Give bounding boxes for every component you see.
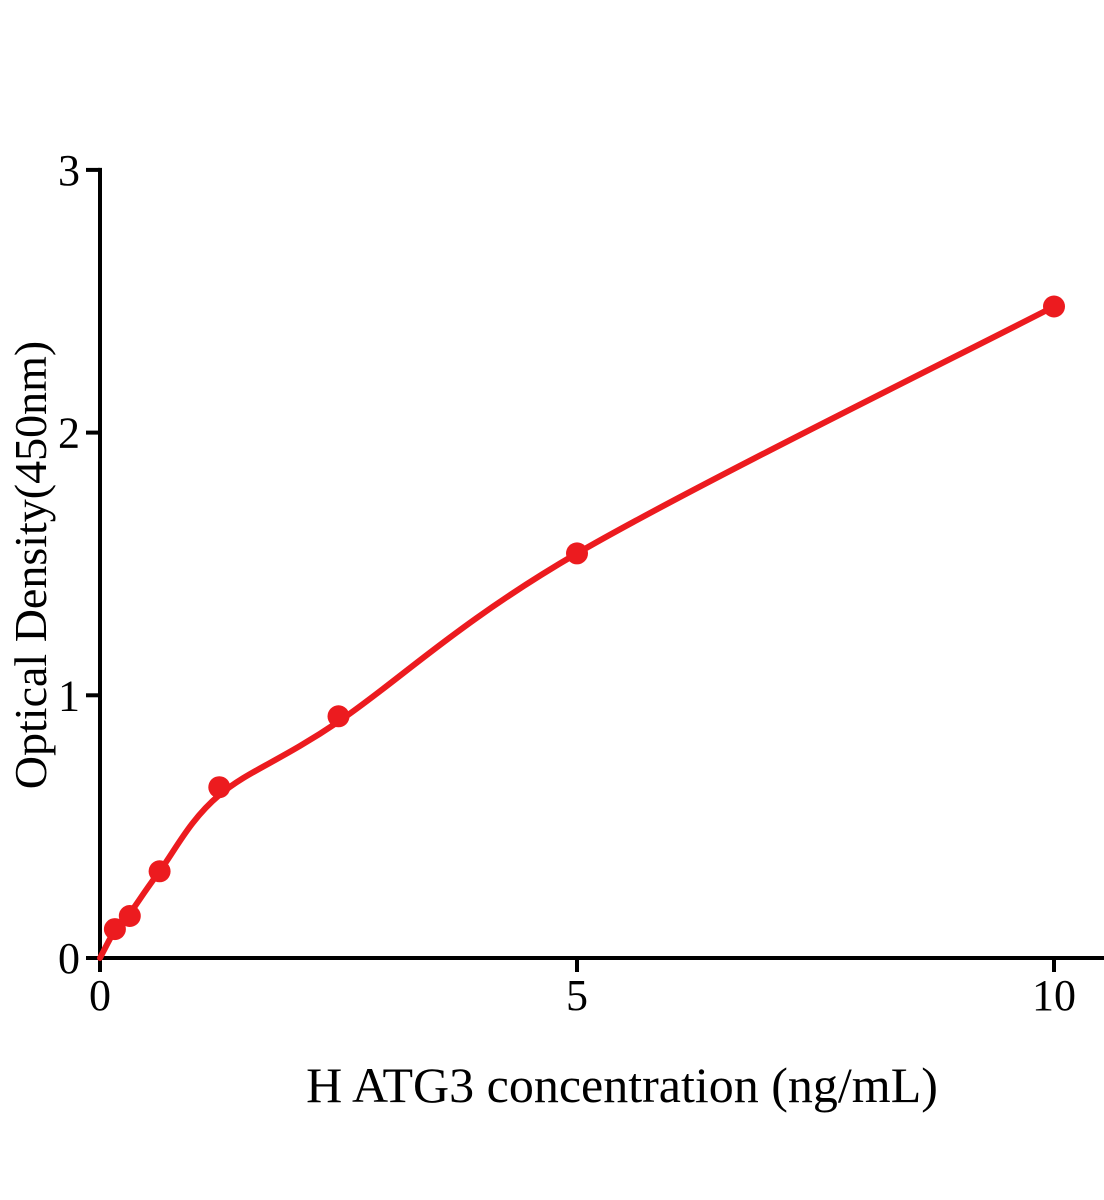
data-point xyxy=(208,776,231,799)
y-axis-tick-label: 1 xyxy=(58,671,80,720)
data-point xyxy=(566,542,588,565)
x-axis-title: H ATG3 concentration (ng/mL) xyxy=(306,1057,938,1113)
fit-curve-layer xyxy=(97,303,1057,961)
axes-layer: 0 1 2 3 0 5 10 xyxy=(58,146,1104,1020)
y-axis-tick-label: 2 xyxy=(58,409,80,458)
data-points-layer xyxy=(103,295,1065,941)
x-axis-tick-label: 5 xyxy=(566,971,588,1020)
data-point xyxy=(1043,295,1065,318)
data-point xyxy=(103,918,126,941)
y-axis-tick-label: 3 xyxy=(58,146,80,195)
x-axis-tick-label: 0 xyxy=(89,971,111,1020)
x-axis-tick-label: 10 xyxy=(1032,971,1076,1020)
data-point xyxy=(327,705,350,728)
y-axis-title: Optical Density(450nm) xyxy=(5,341,56,789)
data-point xyxy=(148,860,171,883)
data-point xyxy=(118,905,141,927)
y-axis-tick-label: 0 xyxy=(58,934,80,983)
fit-curve xyxy=(97,303,1057,961)
